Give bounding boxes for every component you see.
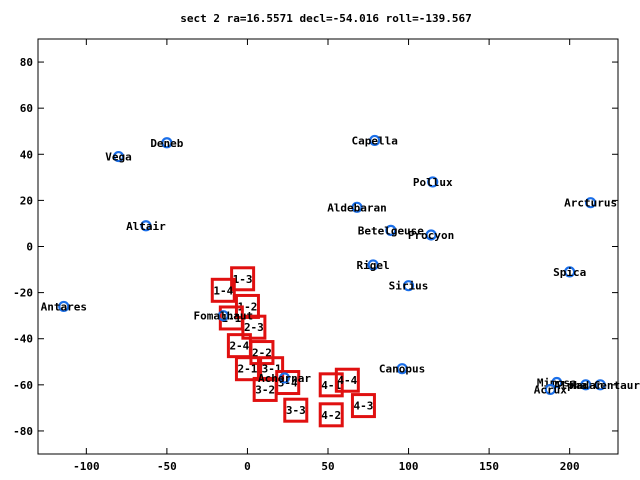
sector-box-label: 2-3: [244, 321, 264, 334]
star-point: [594, 379, 606, 391]
x-tick-label: 100: [399, 460, 419, 473]
star-point: [585, 197, 597, 209]
star-label: Betelgeuse: [358, 224, 425, 237]
star-label: Procyon: [408, 229, 454, 242]
x-tick-label: -50: [157, 460, 177, 473]
star-point: [551, 376, 563, 389]
sector-box-label: 3-2: [255, 383, 275, 396]
x-tick-label: 200: [560, 460, 580, 473]
x-tick-label: 50: [321, 460, 334, 473]
y-tick-label: 0: [26, 241, 33, 254]
sector-boxes: 1-31-41-21-12-32-42-23-12-13-43-23-34-14…: [210, 266, 376, 428]
star-label: Achernar: [258, 372, 311, 385]
star-label: Canopus: [379, 363, 425, 376]
sector-box-4-1: [318, 372, 344, 398]
star-label: Rigel: [357, 259, 390, 272]
sector-box-label: 4-2: [321, 409, 341, 422]
x-tick-label: 0: [244, 460, 251, 473]
y-tick-label: 80: [20, 56, 33, 69]
y-tick-label: 40: [20, 148, 33, 161]
star-label: Altair: [126, 220, 166, 233]
y-tick-label: -40: [13, 333, 33, 346]
y-tick-label: -60: [13, 379, 33, 392]
star-label: Vega: [105, 151, 132, 164]
star-point: [58, 300, 70, 313]
sector-box-2-1: [234, 356, 260, 382]
star-label: Hadar: [569, 379, 602, 392]
sector-box-label: 4-4: [337, 374, 357, 387]
star-label: Alpha Centauri: [554, 379, 640, 392]
star-label: Fomalhaut: [193, 310, 253, 323]
axis-ticks: -100 -50 0 50 100 150 200 -80 -60 -40 -20 0 20 40 60 80: [13, 39, 618, 473]
sector-box-4-4: [334, 367, 360, 393]
sector-box-label: 1-3: [233, 273, 253, 286]
x-tick-label: -100: [73, 460, 100, 473]
star-label: Arcturus: [564, 197, 617, 210]
sector-box-label: 3-3: [286, 404, 306, 417]
sector-box-1-4: [210, 277, 236, 303]
star-point: [367, 259, 379, 271]
star-label: Spica: [553, 266, 586, 279]
star-point: [396, 363, 408, 375]
y-tick-label: 20: [20, 194, 33, 207]
star-point: [112, 150, 125, 163]
star-point: [402, 280, 415, 292]
y-tick-label: 60: [20, 102, 33, 115]
y-tick-label: -20: [13, 287, 33, 300]
star-markers: Vega Deneb Altair Antares Capella Pollux Aldeb…: [41, 134, 640, 396]
star-point: [427, 176, 439, 188]
sector-box-label: 4-3: [354, 400, 374, 413]
sector-box-label: 2-1: [238, 363, 258, 376]
sector-box-2-3: [241, 314, 267, 340]
sector-box-label: 1-1: [221, 312, 241, 325]
sector-box-label: 1-4: [213, 284, 233, 297]
star-point: [564, 266, 576, 278]
star-point: [369, 134, 381, 147]
sector-box-4-3: [350, 393, 376, 419]
sector-box-label: 3-4: [278, 377, 298, 390]
sector-box-3-3: [283, 397, 309, 423]
x-tick-label: 150: [479, 460, 499, 473]
star-point: [580, 379, 592, 391]
star-label: Antares: [41, 300, 87, 313]
star-label: Deneb: [150, 137, 183, 150]
star-label: Capella: [352, 134, 398, 147]
sector-box-label: 2-4: [229, 340, 249, 353]
chart-title: sect 2 ra=16.5571 decl=-54.016 roll=-139…: [180, 12, 471, 25]
star-label: Aldebaran: [327, 201, 387, 214]
star-point: [140, 220, 152, 232]
star-label: Sirius: [389, 280, 429, 293]
sector-box-3-2: [252, 376, 278, 402]
sector-box-4-2: [318, 402, 344, 428]
star-point: [161, 137, 173, 149]
star-point: [425, 229, 437, 241]
y-tick-label: -80: [13, 425, 33, 438]
star-point: [544, 383, 556, 396]
star-label: Acrux: [534, 383, 567, 396]
star-label: Pollux: [413, 176, 453, 189]
star-point: [385, 224, 397, 236]
star-point: [217, 310, 229, 322]
star-point: [278, 372, 291, 384]
star-point: [351, 201, 363, 213]
